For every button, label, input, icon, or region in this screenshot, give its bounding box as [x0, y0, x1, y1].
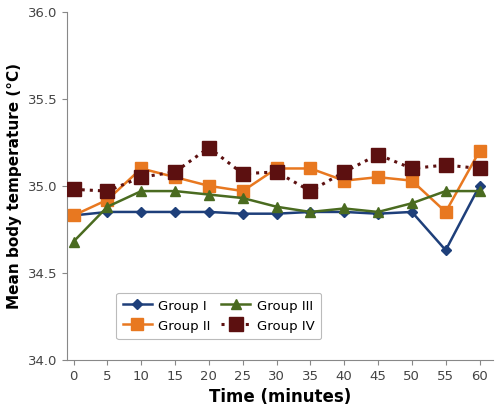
- Legend: Group I, Group II, Group III, Group IV: Group I, Group II, Group III, Group IV: [116, 293, 321, 339]
- Y-axis label: Mean body temperature (°C): Mean body temperature (°C): [7, 63, 22, 309]
- X-axis label: Time (minutes): Time (minutes): [209, 388, 351, 406]
